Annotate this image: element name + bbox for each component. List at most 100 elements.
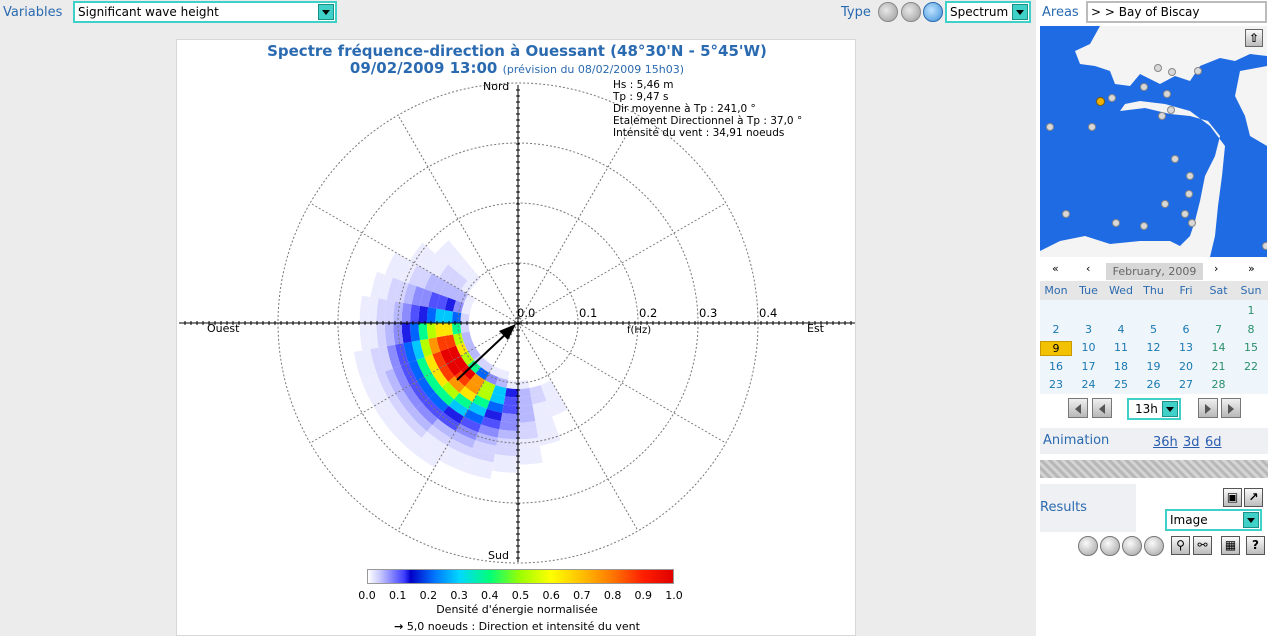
map-station-marker[interactable] [1181, 210, 1189, 218]
map-station-marker[interactable] [1108, 94, 1116, 102]
calendar-prev-month[interactable]: ‹ [1086, 262, 1091, 275]
map-station-marker[interactable] [1158, 112, 1166, 120]
map-station-marker[interactable] [1163, 90, 1171, 98]
calendar-next-month[interactable]: › [1214, 262, 1219, 275]
calendar-day[interactable]: 5 [1150, 322, 1157, 336]
calendar-day[interactable]: 16 [1049, 359, 1063, 373]
animation-36h-link[interactable]: 36h [1153, 435, 1178, 450]
calendar-day[interactable]: 25 [1114, 378, 1128, 391]
animation-3d-link[interactable]: 3d [1183, 435, 1200, 450]
map-station-marker[interactable] [1194, 67, 1202, 75]
spectrum-cell [467, 360, 481, 374]
zoom-out-icon[interactable] [1100, 536, 1120, 556]
map-station-marker[interactable] [1140, 83, 1148, 91]
type-select-value: Spectrum [950, 5, 1009, 19]
calendar-day[interactable]: 3 [1085, 322, 1092, 336]
freq-label-4: 0.4 [759, 306, 778, 320]
calendar-day[interactable]: 11 [1114, 341, 1128, 354]
hour-select[interactable]: 13h [1127, 398, 1181, 420]
areas-select[interactable]: > > Bay of Biscay [1086, 1, 1267, 23]
spectrum-cell [460, 323, 470, 334]
type-map-icon[interactable] [878, 2, 898, 22]
type-spectrum-icon[interactable] [923, 2, 943, 22]
map-station-marker[interactable] [1088, 123, 1096, 131]
calendar-day[interactable]: 27 [1179, 378, 1193, 391]
map-station-marker[interactable] [1161, 200, 1169, 208]
spectrum-cell [460, 351, 474, 366]
calendar-day[interactable]: 21 [1211, 359, 1226, 373]
spectrum-cell [410, 444, 439, 468]
first-step-button[interactable] [1068, 398, 1088, 418]
map-station-marker[interactable] [1112, 219, 1120, 227]
variables-select[interactable]: Significant wave height [73, 1, 337, 23]
map-station-marker[interactable] [1046, 123, 1054, 131]
map-up-icon[interactable]: ⇧ [1245, 29, 1263, 47]
map-station-marker[interactable] [1167, 106, 1175, 114]
chevron-down-icon[interactable] [1243, 512, 1259, 528]
calendar-day[interactable]: 20 [1179, 359, 1193, 373]
calendar-day[interactable]: 18 [1114, 359, 1128, 373]
type-select[interactable]: Spectrum [945, 1, 1031, 23]
prev-step-button[interactable] [1092, 398, 1112, 418]
unlink-icon[interactable]: ⚯ [1193, 536, 1212, 555]
area-map[interactable]: ⇧ [1040, 26, 1267, 257]
map-svg [1040, 26, 1267, 257]
map-station-marker[interactable] [1188, 219, 1196, 227]
map-station-marker[interactable] [1168, 68, 1176, 76]
map-station-marker[interactable] [1062, 210, 1070, 218]
map-station-marker[interactable] [1262, 242, 1267, 250]
calendar-day[interactable]: 6 [1182, 322, 1190, 336]
spectrum-cell [452, 323, 462, 335]
results-section [1040, 484, 1136, 532]
calendar-day[interactable]: 4 [1117, 322, 1125, 336]
calendar-day[interactable]: 24 [1081, 378, 1096, 391]
zoom-reset-icon[interactable] [1144, 536, 1164, 556]
map-station-marker[interactable] [1185, 190, 1193, 198]
calendar-day[interactable]: 8 [1247, 322, 1255, 336]
spectrum-cell [440, 281, 454, 298]
map-station-marker[interactable] [1171, 155, 1179, 163]
save-icon[interactable]: ▣ [1223, 488, 1242, 507]
calendar-day[interactable]: 9 [1040, 341, 1072, 356]
calendar-day[interactable]: 14 [1211, 341, 1226, 354]
grid-icon[interactable]: ▦ [1221, 536, 1240, 555]
wind-arrow-shaft [456, 329, 511, 381]
calendar-day[interactable]: 23 [1049, 378, 1063, 391]
calendar-day[interactable]: 19 [1146, 359, 1161, 373]
link-icon[interactable]: ⚲ [1171, 536, 1190, 555]
freq-axis-label: f(Hz) [627, 325, 652, 336]
calendar-day[interactable]: 26 [1146, 378, 1161, 391]
calendar-day[interactable]: 10 [1081, 341, 1096, 354]
spectrum-cell [376, 323, 387, 348]
help-icon[interactable]: ? [1246, 536, 1265, 555]
refresh-icon[interactable] [1122, 536, 1142, 556]
map-selected-station[interactable] [1096, 97, 1105, 106]
map-station-marker[interactable] [1186, 172, 1194, 180]
chevron-down-icon[interactable] [318, 4, 334, 20]
spectrum-cell [370, 347, 385, 375]
spectrum-cell [436, 335, 449, 352]
next-step-button[interactable] [1198, 398, 1218, 418]
type-globe-icon[interactable] [901, 2, 921, 22]
last-step-button[interactable] [1221, 398, 1241, 418]
calendar-day[interactable]: 22 [1244, 359, 1258, 373]
calendar-day[interactable]: 17 [1081, 359, 1096, 373]
calendar-day[interactable]: 7 [1215, 322, 1222, 336]
calendar-day[interactable]: 13 [1179, 341, 1193, 354]
chevron-down-icon[interactable] [1162, 401, 1178, 417]
calendar-prev-year[interactable]: « [1052, 262, 1059, 275]
results-format-select[interactable]: Image [1165, 509, 1262, 531]
calendar-day[interactable]: 28 [1211, 378, 1226, 391]
animation-6d-link[interactable]: 6d [1205, 435, 1222, 450]
zoom-in-icon[interactable] [1078, 536, 1098, 556]
map-station-marker[interactable] [1154, 64, 1162, 72]
spectrum-cell [418, 323, 429, 341]
chevron-down-icon[interactable] [1012, 4, 1028, 20]
calendar-day[interactable]: 12 [1146, 341, 1161, 354]
open-external-icon[interactable]: ↗ [1244, 488, 1263, 507]
calendar-day[interactable]: 15 [1244, 341, 1258, 354]
map-station-marker[interactable] [1140, 222, 1148, 230]
calendar-day[interactable]: 2 [1052, 322, 1060, 336]
calendar-next-year[interactable]: » [1248, 262, 1255, 275]
calendar-day[interactable]: 1 [1247, 304, 1255, 317]
